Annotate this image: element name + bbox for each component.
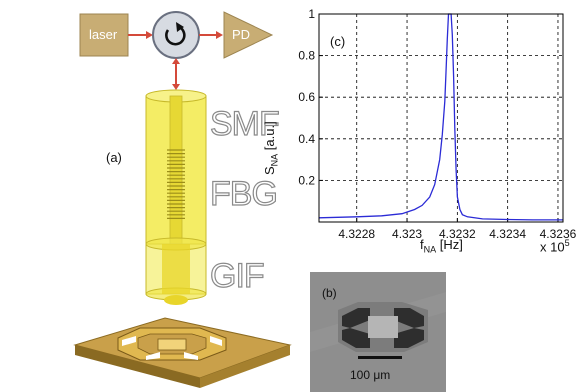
sem-image: [310, 272, 446, 392]
arrow-head-icon: [172, 58, 180, 64]
circulator-arrow-icon: [165, 22, 186, 46]
y-axis-label: SNA [a.u.]: [262, 121, 280, 175]
y-tick-label: 0.8: [298, 49, 315, 63]
fbg-grating: [167, 149, 185, 219]
arrow-head-icon: [172, 84, 180, 90]
fiber-assembly: [145, 89, 207, 305]
x-tick-label: 4.3234: [489, 227, 526, 241]
laser-box: [79, 13, 129, 57]
arrow-head-icon: [216, 31, 223, 39]
panel-a-label: (a): [106, 150, 122, 165]
smf-label: SMF: [209, 104, 280, 143]
panel-b-label: (b): [322, 286, 337, 300]
fbg-label: FBG: [209, 174, 278, 213]
photodetector-shape: [223, 11, 274, 59]
y-tick-label: 1: [308, 7, 315, 21]
plot-frame-border: [318, 13, 564, 223]
arrow-head-icon: [146, 31, 153, 39]
y-tick-label: 0.2: [298, 173, 315, 187]
gif-label: GIF: [209, 256, 265, 295]
x-tick-label: 4.3228: [338, 227, 375, 241]
scale-bar-label: 100 μm: [350, 368, 391, 382]
x-tick-label: 4.323: [392, 227, 422, 241]
x-tick-label: 4.3232: [439, 227, 476, 241]
resonator-plate: [73, 317, 292, 388]
panel-c-label: (c): [330, 34, 346, 49]
x-exponent-label: x 105: [540, 238, 570, 255]
schematic-diagram: [73, 11, 292, 388]
y-tick-label: 0.6: [298, 90, 315, 104]
laser-label: laser: [89, 27, 118, 42]
plot-frame: [318, 13, 564, 223]
sem-resonator: [310, 272, 446, 392]
pd-label: PD: [232, 27, 251, 42]
y-tick-label: 0.4: [298, 132, 315, 146]
x-axis-label: fNA [Hz]: [420, 237, 463, 255]
x-tick-label: 4.3236: [540, 227, 577, 241]
